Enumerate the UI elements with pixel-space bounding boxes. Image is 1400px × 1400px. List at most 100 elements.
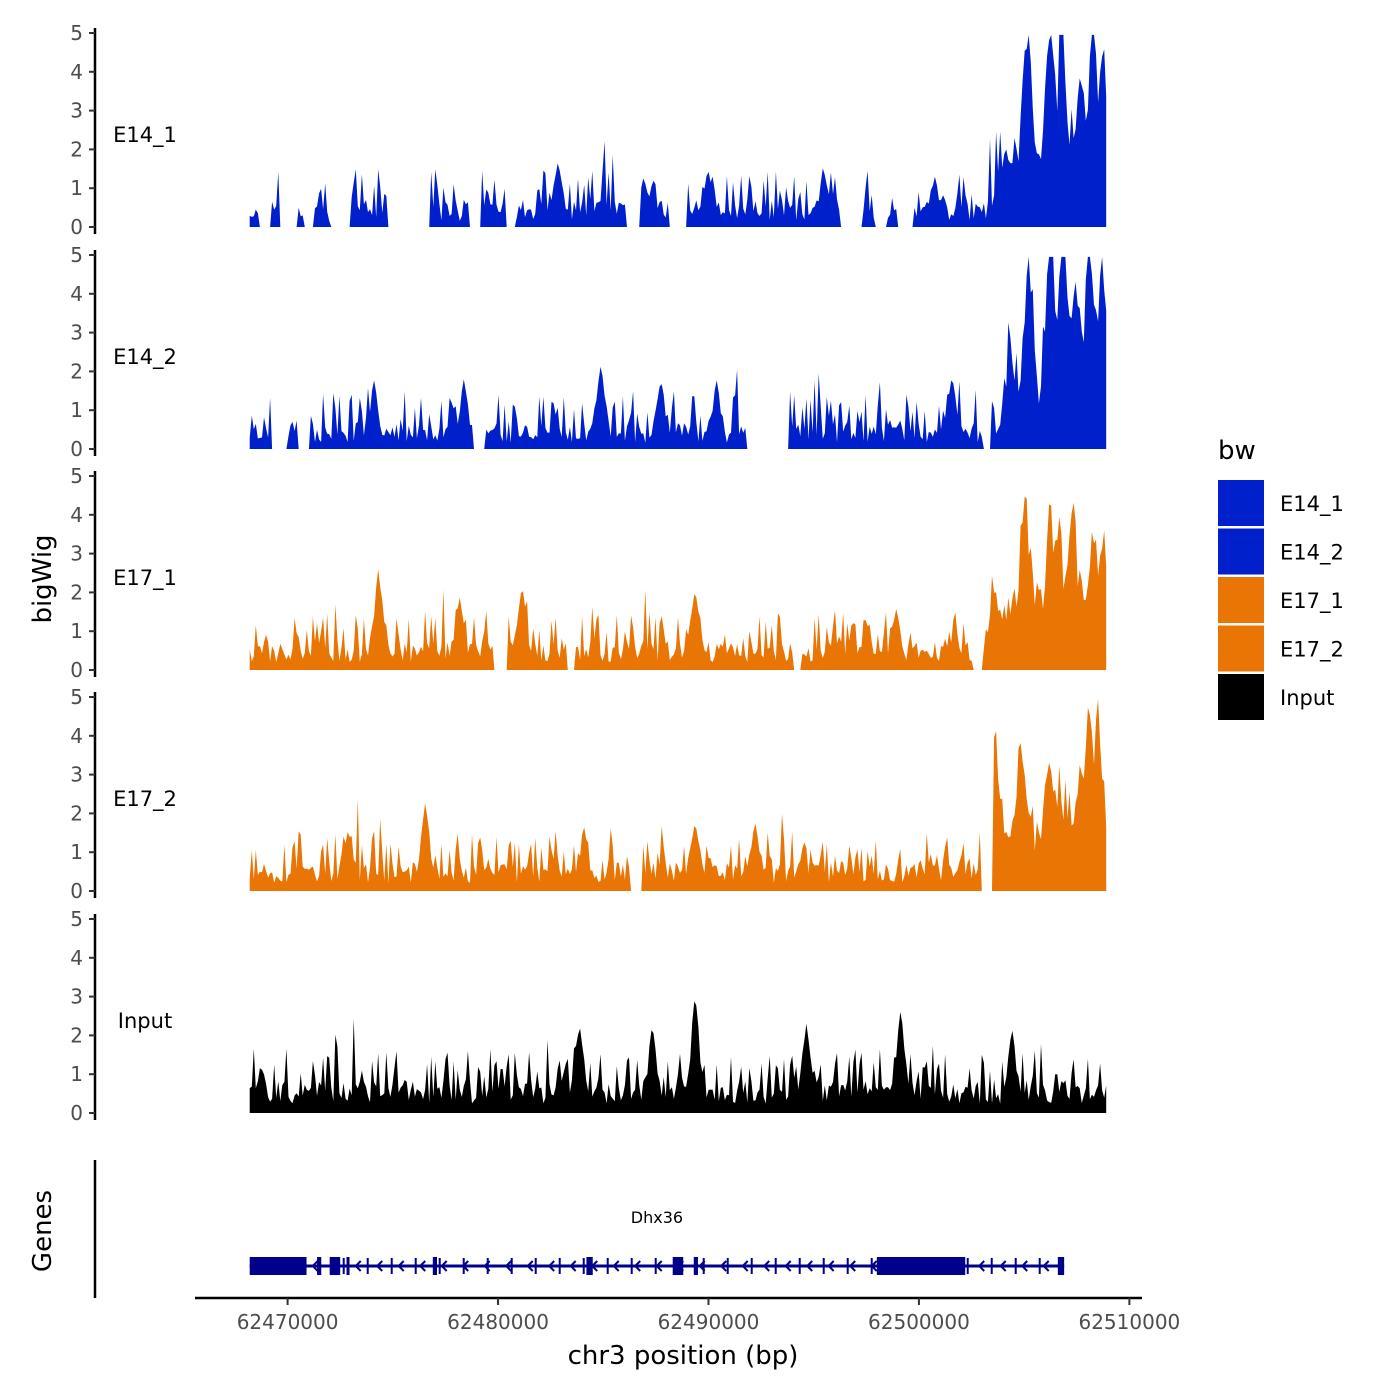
y-tick-label: 0 bbox=[70, 1101, 83, 1125]
strand-arrow bbox=[848, 1260, 856, 1272]
y-tick-label: 4 bbox=[70, 503, 83, 527]
gene-name-label: Dhx36 bbox=[631, 1208, 683, 1227]
coverage-area bbox=[249, 496, 1107, 670]
strand-arrow bbox=[655, 1260, 663, 1272]
track-e14-2: 0 1 2 3 4 5 E14_2 bbox=[70, 243, 1107, 461]
y-axis-title: bigWig bbox=[28, 534, 58, 623]
strand-arrow bbox=[805, 1260, 813, 1272]
legend-label: E17_2 bbox=[1280, 638, 1344, 663]
strand-arrow bbox=[999, 1260, 1007, 1272]
coverage-area bbox=[249, 256, 1107, 449]
track-e17-1: 0 1 2 3 4 5 E17_1 bbox=[70, 464, 1107, 682]
strand-arrow bbox=[1020, 1260, 1028, 1272]
strand-arrow bbox=[784, 1260, 792, 1272]
y-tick-label: 1 bbox=[70, 398, 83, 422]
strand-arrow bbox=[354, 1260, 362, 1272]
coverage-area bbox=[249, 698, 1107, 891]
strand-arrow bbox=[397, 1260, 405, 1272]
y-tick-label: 0 bbox=[70, 879, 83, 903]
legend-label: E14_2 bbox=[1280, 541, 1344, 566]
y-tick-label: 4 bbox=[70, 282, 83, 306]
strand-arrow bbox=[633, 1260, 641, 1272]
y-tick-label: 1 bbox=[70, 176, 83, 200]
x-tick-label: 62490000 bbox=[658, 1310, 760, 1334]
legend-label: E14_1 bbox=[1280, 492, 1344, 517]
track-label: E17_1 bbox=[113, 566, 177, 591]
gene-exon bbox=[329, 1257, 341, 1275]
strand-arrow bbox=[612, 1260, 620, 1272]
y-tick-label: 3 bbox=[70, 99, 83, 123]
y-tick-label: 0 bbox=[70, 658, 83, 682]
legend-swatch bbox=[1218, 625, 1264, 672]
y-tick-label: 2 bbox=[70, 137, 83, 161]
gene-exon bbox=[876, 1257, 966, 1275]
gene-exon bbox=[1057, 1257, 1065, 1275]
strand-arrow bbox=[440, 1260, 448, 1272]
y-tick-label: 2 bbox=[70, 359, 83, 383]
y-tick-label: 1 bbox=[70, 1062, 83, 1086]
track-e14-1: 0 1 2 3 4 5 E14_1 bbox=[70, 21, 1107, 239]
track-input: 0 1 2 3 4 5 Input bbox=[70, 907, 1107, 1125]
legend-title: bw bbox=[1218, 436, 1256, 466]
legend: bw E14_1 E14_2 E17_1 E17_2 Input bbox=[1218, 436, 1344, 720]
gene-exon bbox=[586, 1257, 593, 1275]
y-tick-label: 1 bbox=[70, 619, 83, 643]
strand-arrow bbox=[547, 1260, 555, 1272]
legend-label: Input bbox=[1280, 686, 1334, 710]
x-tick-label: 62480000 bbox=[447, 1310, 549, 1334]
y-tick-label: 2 bbox=[70, 801, 83, 825]
strand-arrow bbox=[418, 1260, 426, 1272]
x-axis: 62470000 62480000 62490000 62500000 62510000 bbox=[195, 1296, 1180, 1334]
y-tick-label: 2 bbox=[70, 1023, 83, 1047]
x-axis-title: chr3 position (bp) bbox=[568, 1341, 799, 1371]
strand-arrow bbox=[311, 1260, 319, 1272]
track-label: E14_2 bbox=[113, 345, 177, 370]
y-tick-label: 5 bbox=[70, 464, 83, 488]
track-label: E14_1 bbox=[113, 123, 177, 148]
y-tick-label: 0 bbox=[70, 437, 83, 461]
legend-label: E17_1 bbox=[1280, 589, 1344, 614]
strand-arrow bbox=[741, 1260, 749, 1272]
gene-exon bbox=[432, 1257, 438, 1275]
strand-arrow bbox=[375, 1260, 383, 1272]
y-tick-label: 5 bbox=[70, 907, 83, 931]
strand-arrow bbox=[827, 1260, 835, 1272]
y-tick-label: 5 bbox=[70, 685, 83, 709]
y-tick-label: 0 bbox=[70, 215, 83, 239]
strand-arrow bbox=[1042, 1260, 1050, 1272]
y-tick-label: 3 bbox=[70, 542, 83, 566]
y-tick-label: 2 bbox=[70, 580, 83, 604]
x-tick-label: 62510000 bbox=[1078, 1310, 1180, 1334]
gene-track: Dhx36 bbox=[93, 1160, 1065, 1298]
y-tick-label: 5 bbox=[70, 21, 83, 45]
coverage-tracks: 0 1 2 3 4 5 E14_1 0 1 2 3 4 5 E14_2 0 1 2 3 4 5 E17_1 0 1 2 3 4 5 E… bbox=[70, 21, 1107, 1125]
gene-exon bbox=[346, 1257, 350, 1275]
gene-exon bbox=[672, 1257, 684, 1275]
coverage-area bbox=[249, 1001, 1107, 1113]
track-e17-2: 0 1 2 3 4 5 E17_2 bbox=[70, 685, 1107, 903]
strand-arrow bbox=[719, 1260, 727, 1272]
coverage-area bbox=[249, 34, 1107, 228]
strand-arrow bbox=[504, 1260, 512, 1272]
track-label: E17_2 bbox=[113, 787, 177, 812]
strand-arrow bbox=[569, 1260, 577, 1272]
gene-exon bbox=[693, 1257, 698, 1275]
y-tick-label: 3 bbox=[70, 985, 83, 1009]
gene-exon bbox=[249, 1257, 307, 1275]
x-tick-label: 62500000 bbox=[868, 1310, 970, 1334]
gene-track-title: Genes bbox=[28, 1190, 58, 1272]
y-tick-label: 3 bbox=[70, 763, 83, 787]
strand-arrow bbox=[526, 1260, 534, 1272]
y-tick-label: 4 bbox=[70, 724, 83, 748]
y-tick-label: 5 bbox=[70, 243, 83, 267]
legend-swatch bbox=[1218, 674, 1264, 720]
y-tick-label: 4 bbox=[70, 60, 83, 84]
y-tick-label: 4 bbox=[70, 946, 83, 970]
strand-arrow bbox=[977, 1260, 985, 1272]
y-tick-label: 3 bbox=[70, 321, 83, 345]
y-tick-label: 1 bbox=[70, 840, 83, 864]
legend-swatch bbox=[1218, 528, 1264, 575]
legend-swatch bbox=[1218, 480, 1264, 526]
x-tick-label: 62470000 bbox=[237, 1310, 339, 1334]
